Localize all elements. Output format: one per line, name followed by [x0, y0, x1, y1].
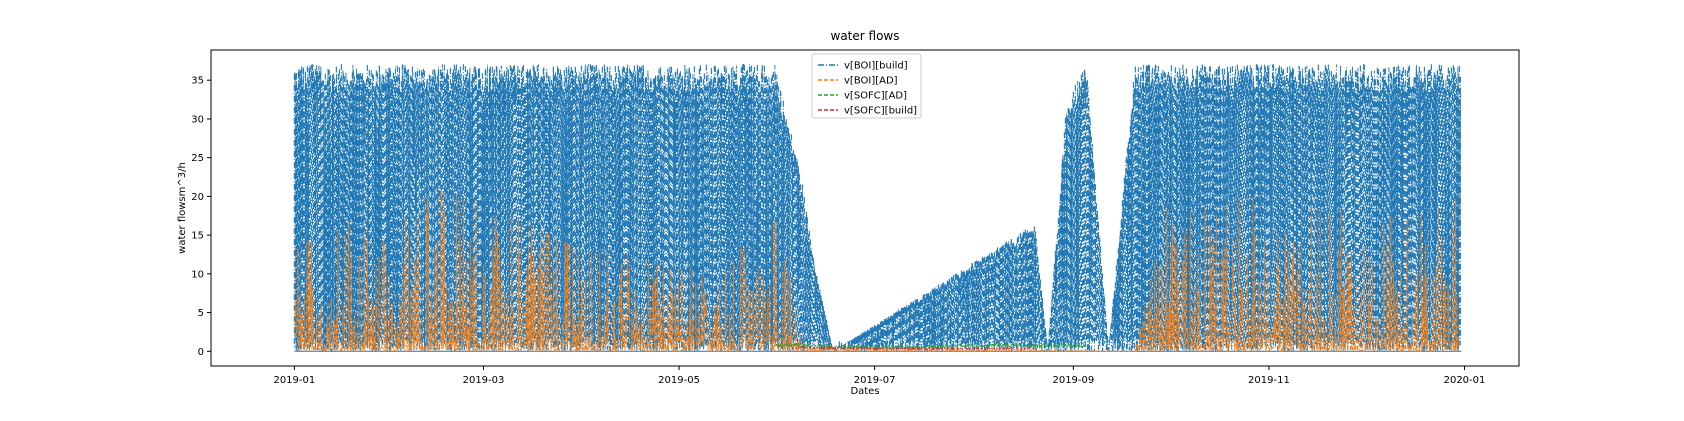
y-tick-label: 25	[191, 153, 204, 164]
x-tick-label: 2020-01	[1444, 375, 1486, 386]
y-tick-label: 30	[191, 114, 204, 125]
y-tick-label: 0	[198, 347, 204, 358]
legend-label-3: v[SOFC][build]	[844, 106, 917, 117]
y-tick-label: 15	[191, 231, 204, 242]
x-tick-label: 2019-01	[273, 375, 315, 386]
y-tick-label: 5	[198, 308, 204, 319]
legend-label-1: v[BOI][AD]	[844, 76, 898, 87]
y-tick-label: 20	[191, 192, 204, 203]
y-tick-label: 35	[191, 76, 204, 87]
x-tick-label: 2019-07	[854, 375, 896, 386]
x-tick-label: 2019-05	[658, 375, 700, 386]
legend-label-0: v[BOI][build]	[844, 61, 908, 72]
chart-title: water flows	[831, 29, 900, 43]
y-axis-label: water flowsm^3/h	[177, 162, 188, 254]
x-axis-label: Dates	[850, 386, 879, 397]
legend-label-2: v[SOFC][AD]	[844, 91, 907, 102]
x-tick-label: 2019-11	[1248, 375, 1290, 386]
y-tick-label: 10	[191, 269, 204, 280]
x-tick-label: 2019-09	[1052, 375, 1094, 386]
legend: v[BOI][build] v[BOI][AD] v[SOFC][AD] v[SOFC…	[812, 54, 921, 118]
x-tick-label: 2019-03	[463, 375, 505, 386]
